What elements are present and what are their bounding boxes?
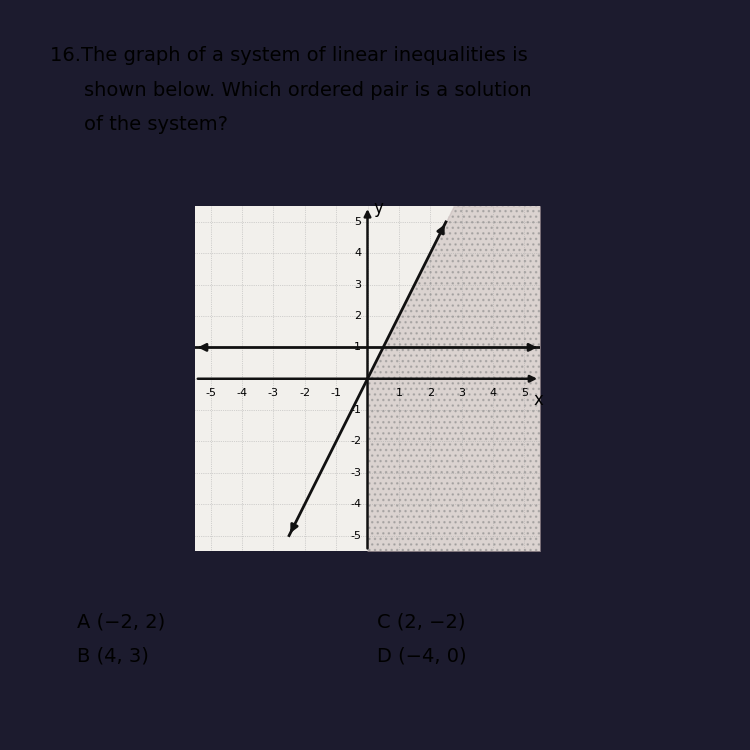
Text: x: x [533,391,543,409]
Text: y: y [374,199,383,217]
Text: -2: -2 [299,388,310,398]
Text: 5: 5 [354,217,362,227]
Text: -3: -3 [350,468,361,478]
Text: 1: 1 [395,388,402,398]
Text: 4: 4 [490,388,496,398]
Text: -5: -5 [350,530,361,541]
Text: 3: 3 [354,280,362,290]
Text: shown below. Which ordered pair is a solution: shown below. Which ordered pair is a sol… [84,80,532,100]
Text: 4: 4 [354,248,362,258]
Text: 1: 1 [354,343,362,352]
Text: -3: -3 [268,388,279,398]
Text: -4: -4 [350,500,361,509]
Text: B (4, 3): B (4, 3) [77,647,149,666]
Text: 16.The graph of a system of linear inequalities is: 16.The graph of a system of linear inequ… [50,46,527,65]
Text: 5: 5 [520,388,528,398]
Text: -2: -2 [350,436,361,446]
Text: 2: 2 [354,311,362,321]
Text: C (2, −2): C (2, −2) [377,613,466,632]
Text: -4: -4 [236,388,248,398]
Text: -5: -5 [206,388,216,398]
Text: 2: 2 [427,388,433,398]
Text: -1: -1 [350,405,361,415]
Text: of the system?: of the system? [84,115,228,134]
Text: -1: -1 [331,388,342,398]
Text: A (−2, 2): A (−2, 2) [77,613,165,632]
Text: D (−4, 0): D (−4, 0) [377,647,467,666]
Text: 3: 3 [458,388,465,398]
